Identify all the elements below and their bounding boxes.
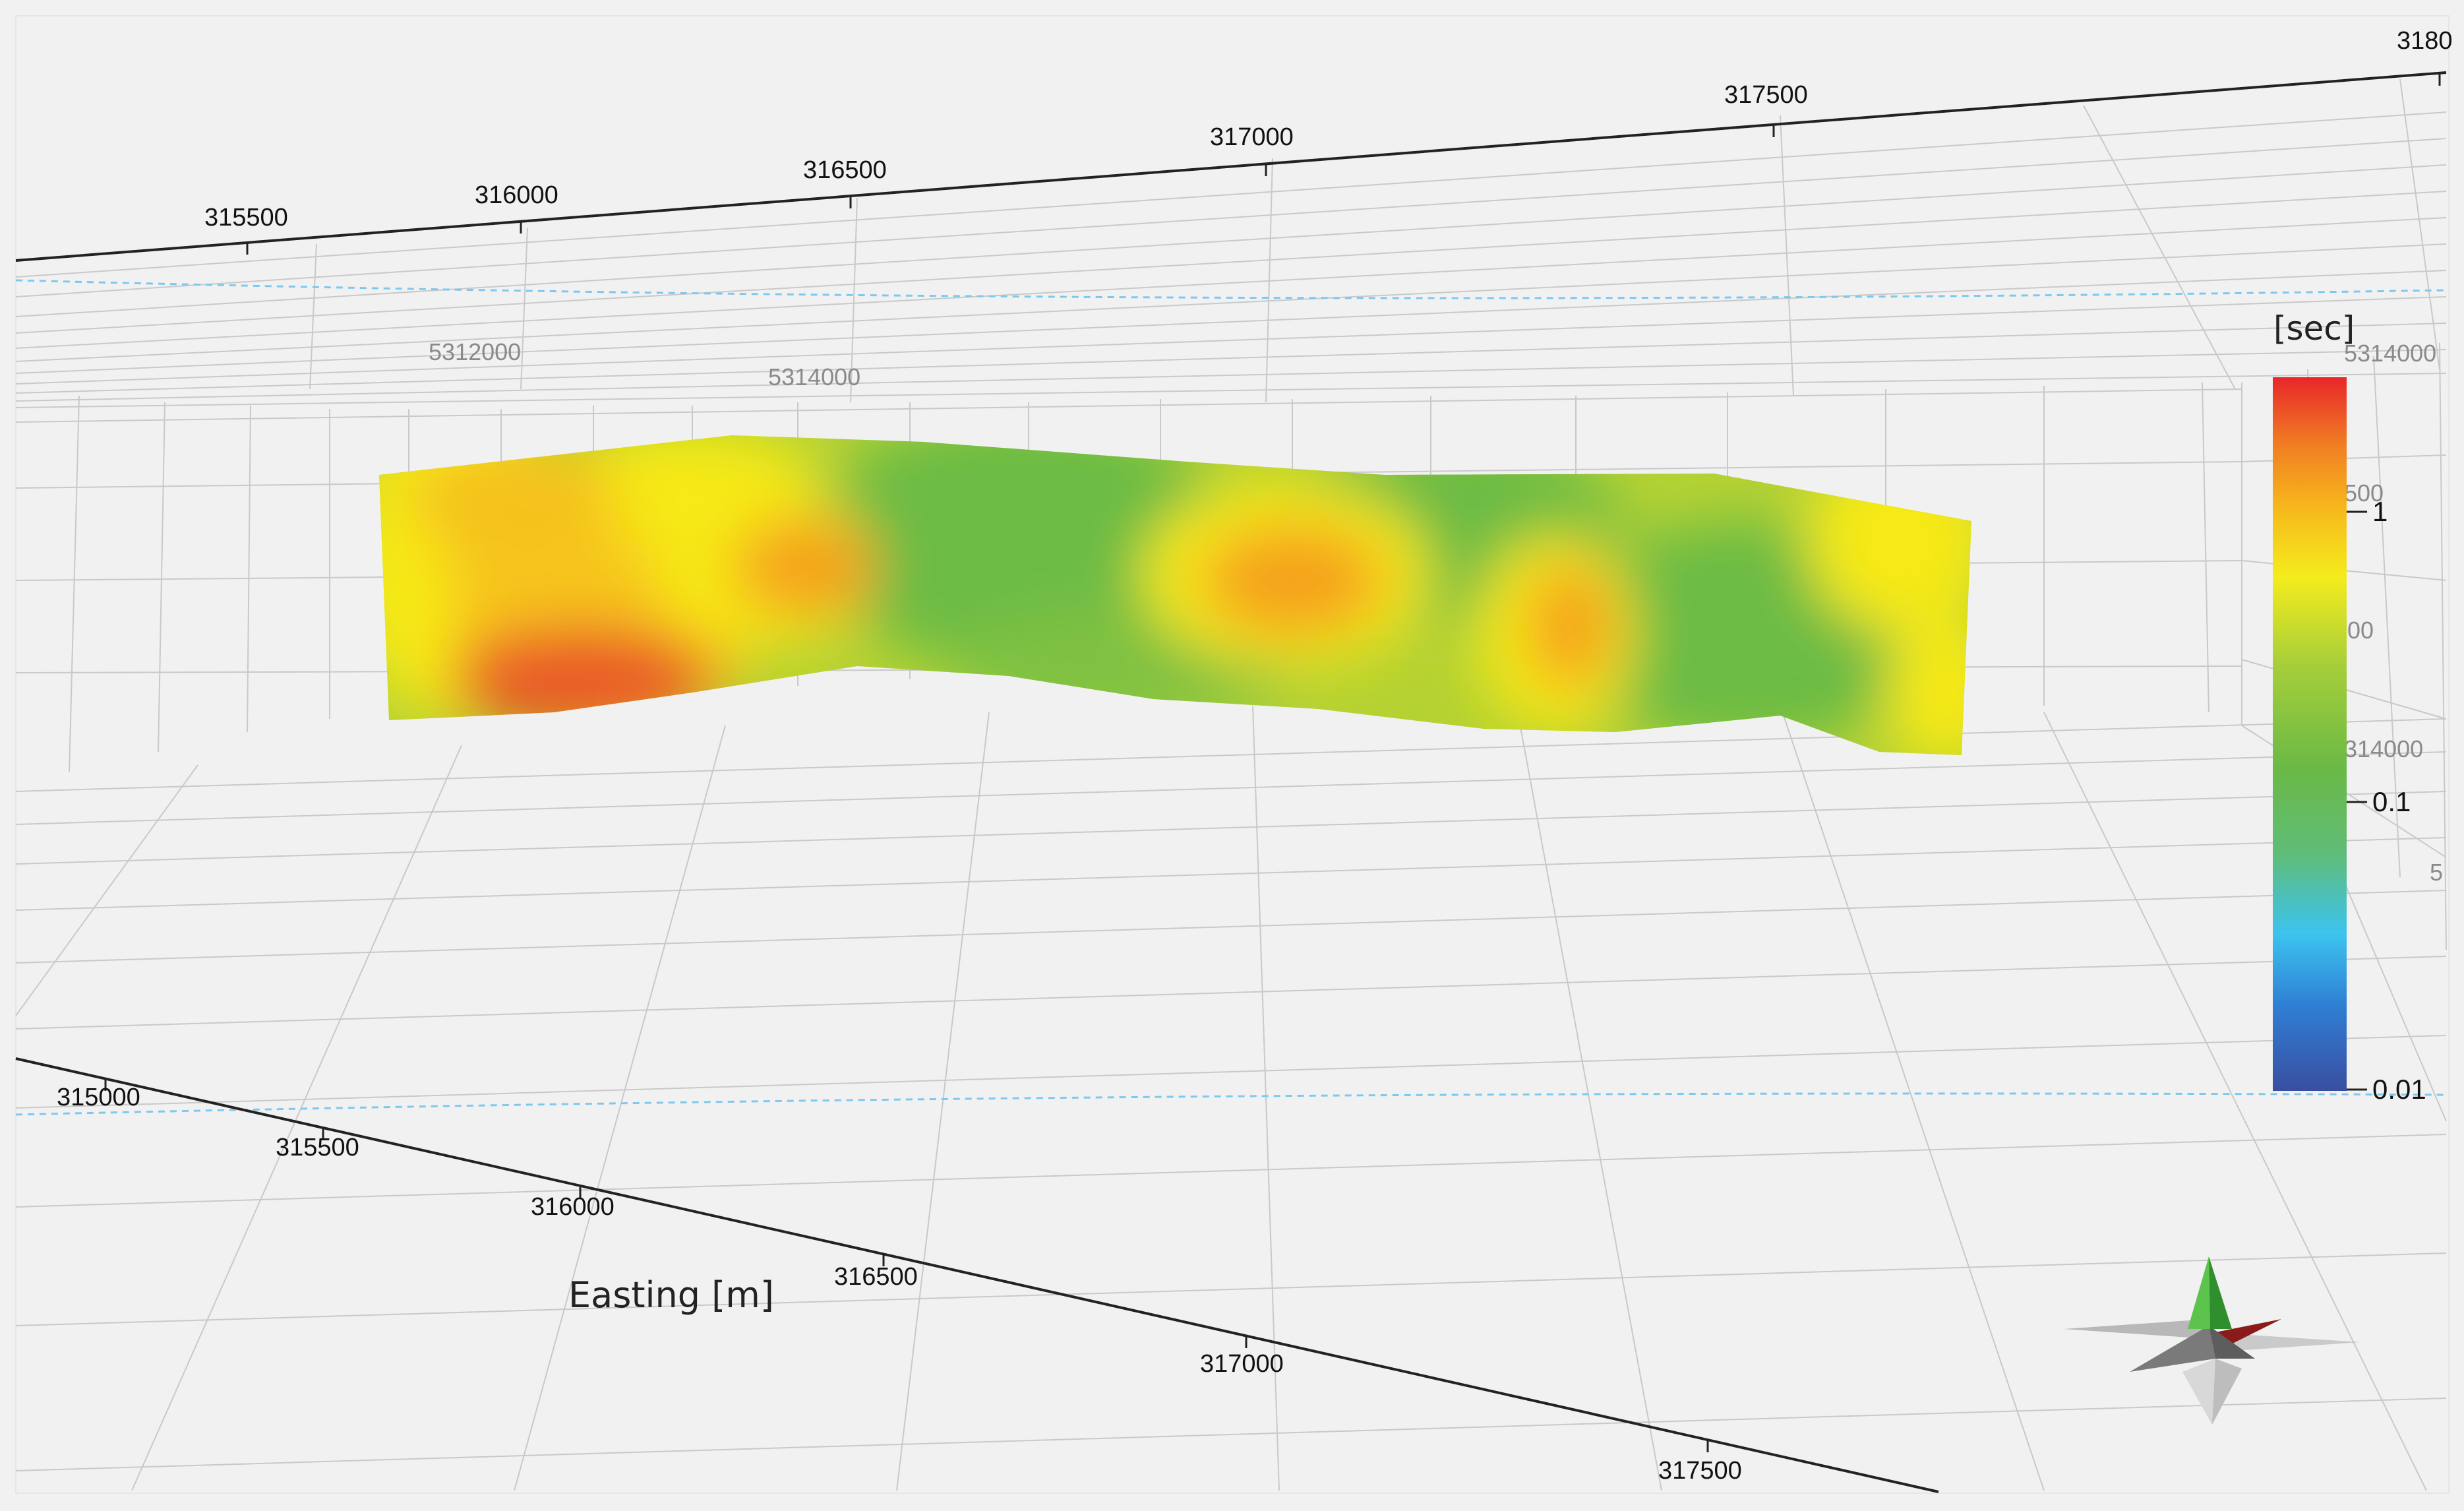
- top-axis-tick: 3180: [2397, 27, 2453, 55]
- frame-border: [15, 15, 2449, 1494]
- ceiling-grid: [15, 78, 2447, 408]
- far-wall-label: 00: [2347, 617, 2374, 644]
- colorbar-tick: 1: [2372, 496, 2388, 527]
- far-wall-label: 500: [2344, 479, 2384, 507]
- top-axis-tick: 315500: [204, 204, 288, 231]
- floor-grid: [15, 705, 2447, 1491]
- colorbar-gradient: [2273, 377, 2347, 1091]
- bottom-axis-line: [15, 1057, 1939, 1493]
- top-axis-tick: 316500: [803, 156, 887, 184]
- coastline-lower: [15, 1092, 2447, 1116]
- top-axis-tick: 317000: [1210, 123, 1294, 151]
- far-wall-label: 5312000: [429, 338, 521, 365]
- top-axis-tick: 317500: [1724, 81, 1808, 109]
- coastline-upper: [15, 279, 2447, 299]
- top-axis: 315500 316000 316500 317000 317500 3180: [15, 27, 2453, 262]
- far-wall-label: 5314000: [768, 363, 860, 390]
- colorbar: [sec] 1 0.1 0.01: [2273, 309, 2426, 1105]
- colorbar-tick: 0.1: [2372, 786, 2411, 817]
- bottom-axis-tick: 315000: [57, 1084, 140, 1111]
- bottom-axis-tick: 317500: [1658, 1457, 1742, 1485]
- far-wall-label: 5314000: [2344, 340, 2436, 367]
- top-axis-tick: 316000: [475, 181, 558, 209]
- north-arrow-icon[interactable]: [2064, 1256, 2360, 1425]
- bottom-axis-title: Easting [m]: [568, 1274, 774, 1316]
- colorbar-title: [sec]: [2273, 309, 2355, 348]
- far-wall-label: 314000: [2344, 735, 2423, 762]
- bottom-axis-tick: 316500: [834, 1263, 918, 1291]
- top-axis-line: [15, 71, 2447, 262]
- bottom-axis-tick: 315500: [276, 1134, 359, 1161]
- bottom-axis-tick: 316000: [531, 1193, 615, 1221]
- colorbar-tick: 0.01: [2372, 1074, 2426, 1105]
- far-wall-labels: 5312000 5314000 5314000 314000 500 00 5: [429, 338, 2443, 886]
- bottom-axis: 315000 315500 316000 316500 317000 31750…: [15, 1057, 1939, 1493]
- far-wall-label: 5: [2430, 859, 2443, 886]
- bottom-axis-tick: 317000: [1200, 1350, 1284, 1378]
